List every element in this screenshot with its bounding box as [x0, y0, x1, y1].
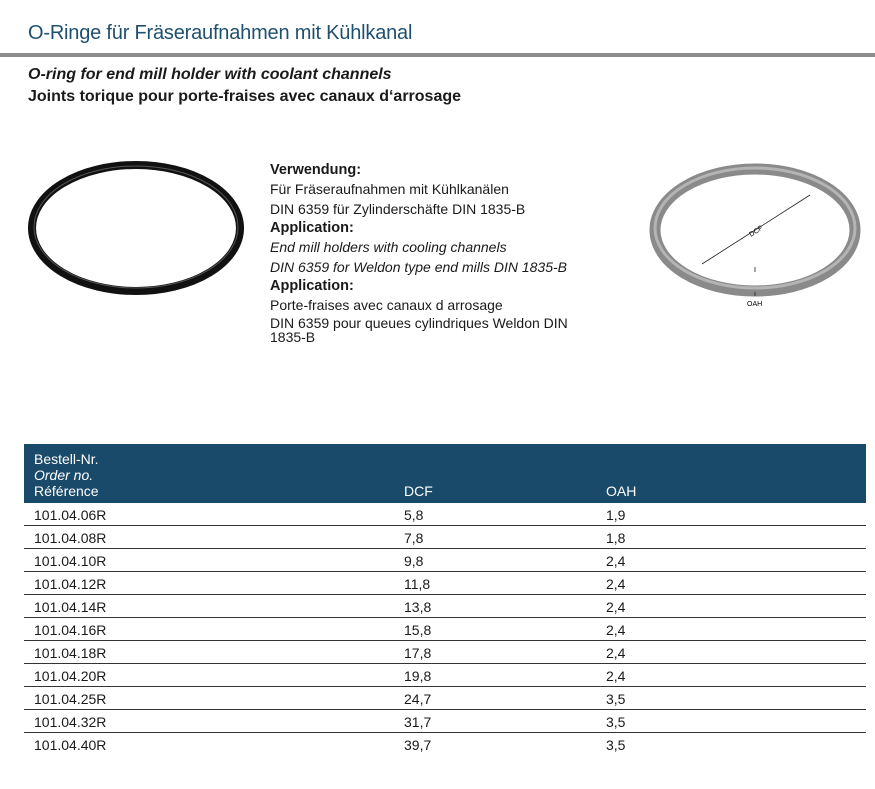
cell-oah: 2,4 — [596, 571, 866, 595]
table-row: 101.04.16R 15,8 2,4 — [24, 617, 866, 641]
info-line: DIN 6359 for Weldon type end mills DIN 1… — [270, 259, 567, 275]
cell-order-no: 101.04.20R — [24, 663, 394, 687]
info-line: End mill holders with cooling channels — [270, 239, 507, 255]
table-row: 101.04.25R 24,7 3,5 — [24, 686, 866, 710]
cell-order-no: 101.04.14R — [24, 594, 394, 618]
info-heading: Application: — [270, 278, 354, 294]
cell-dcf: 17,8 — [394, 640, 596, 664]
o-ring-diagram: DCF OAH — [649, 163, 861, 308]
info-line: DIN 6359 pour queues cylindriques Weldon… — [270, 315, 568, 345]
o-ring-table: Bestell-Nr. Order no. Référence DCF OAH … — [24, 444, 866, 755]
cell-oah: 3,5 — [596, 686, 866, 710]
cell-dcf: 19,8 — [394, 663, 596, 687]
cell-oah: 2,4 — [596, 548, 866, 572]
table-row: 101.04.20R 19,8 2,4 — [24, 663, 866, 687]
info-line: Für Fräseraufnahmen mit Kühlkanälen — [270, 181, 509, 197]
cell-order-no: 101.04.12R — [24, 571, 394, 595]
o-ring-photo — [28, 161, 244, 295]
cell-dcf: 9,8 — [394, 548, 596, 572]
subtitle-en: O-ring for end mill holder with coolant … — [28, 66, 392, 83]
cell-order-no: 101.04.18R — [24, 640, 394, 664]
header-order-en: Order no. — [34, 467, 94, 483]
info-line: Porte-fraises avec canaux d arrosage — [270, 297, 503, 313]
oah-label: OAH — [747, 301, 762, 308]
usage-info: Verwendung: Für Fräseraufnahmen mit Kühlk… — [270, 162, 600, 346]
info-heading: Verwendung: — [270, 162, 362, 178]
cell-dcf: 39,7 — [404, 736, 432, 753]
cell-oah: 2,4 — [596, 640, 866, 664]
table-row: 101.04.32R 31,7 3,5 — [24, 709, 866, 733]
table-row: 101.04.12R 11,8 2,4 — [24, 571, 866, 595]
cell-oah: 2,4 — [596, 594, 866, 618]
cell-dcf: 7,8 — [394, 525, 596, 549]
cell-order-no: 101.04.08R — [24, 525, 394, 549]
subtitle-fr: Joints torique pour porte-fraises avec c… — [28, 88, 462, 105]
cell-oah: 3,5 — [606, 736, 626, 753]
cell-dcf: 24,7 — [394, 686, 596, 710]
table-header: Bestell-Nr. Order no. Référence DCF OAH — [24, 444, 866, 503]
table-row: 101.04.06R 5,8 1,9 — [24, 503, 866, 526]
cell-dcf: 13,8 — [394, 594, 596, 618]
page-title: O-Ringe für Fräseraufnahmen mit Kühlkana… — [28, 22, 413, 44]
cell-order-no: 101.04.40R — [34, 736, 107, 753]
cell-order-no: 101.04.06R — [24, 503, 394, 526]
cell-oah: 2,4 — [596, 663, 866, 687]
table-row: 101.04.14R 13,8 2,4 — [24, 594, 866, 618]
dcf-label: DCF — [748, 225, 764, 239]
cell-dcf: 5,8 — [394, 503, 596, 526]
cell-order-no: 101.04.10R — [24, 548, 394, 572]
cell-oah: 1,9 — [596, 503, 866, 526]
cell-order-no: 101.04.32R — [24, 709, 394, 733]
cell-order-no: 101.04.16R — [24, 617, 394, 641]
cell-dcf: 11,8 — [394, 571, 596, 595]
header-oah: OAH — [596, 444, 866, 503]
table-row: 101.04.40R 39,7 3,5 — [24, 733, 866, 756]
table-row: 101.04.08R 7,8 1,8 — [24, 525, 866, 549]
header-order-fr: Référence — [34, 483, 99, 499]
cell-oah: 1,8 — [596, 525, 866, 549]
cell-order-no: 101.04.25R — [24, 686, 394, 710]
cell-oah: 3,5 — [596, 709, 866, 733]
header-dcf: DCF — [394, 444, 596, 503]
header-order-de: Bestell-Nr. — [34, 451, 99, 467]
info-heading: Application: — [270, 220, 354, 236]
cell-dcf: 15,8 — [394, 617, 596, 641]
table-row: 101.04.18R 17,8 2,4 — [24, 640, 866, 664]
divider — [0, 53, 875, 57]
cell-dcf: 31,7 — [394, 709, 596, 733]
table-row: 101.04.10R 9,8 2,4 — [24, 548, 866, 572]
info-line: DIN 6359 für Zylinderschäfte DIN 1835-B — [270, 201, 526, 217]
cell-oah: 2,4 — [596, 617, 866, 641]
